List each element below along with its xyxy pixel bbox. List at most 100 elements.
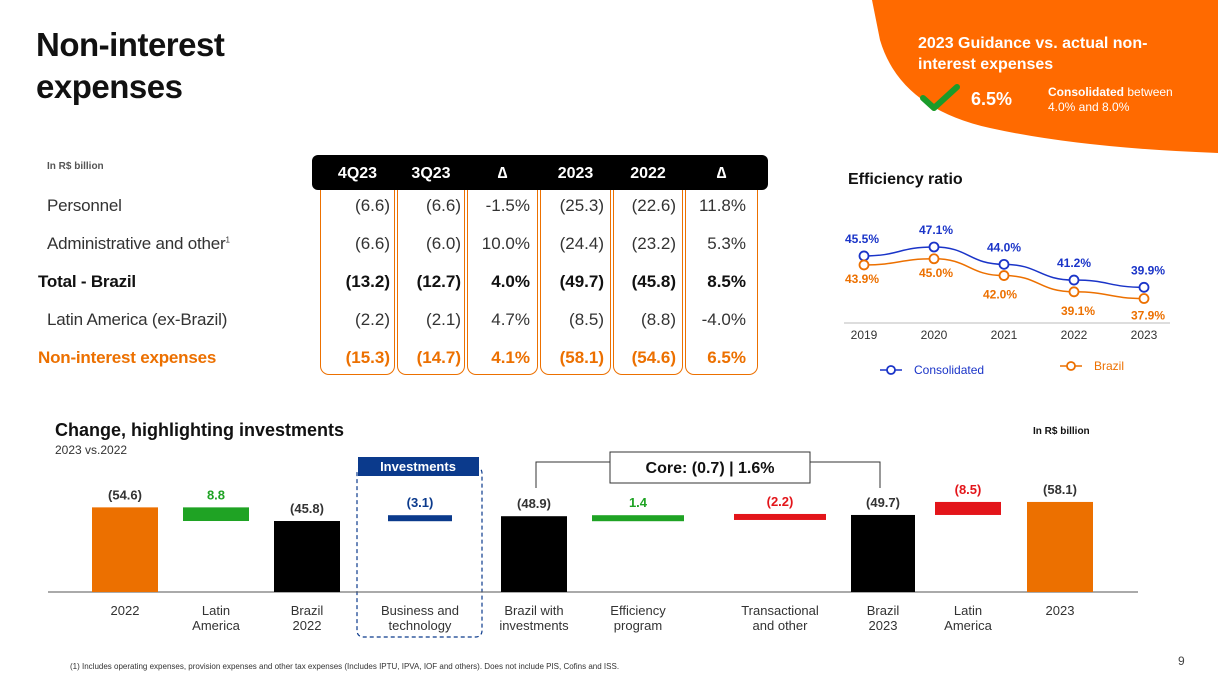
table-cell: (54.6) (631, 348, 676, 367)
table-header: 4Q23 3Q23 ∆ 2023 2022 ∆ (312, 155, 768, 190)
waterfall-tick-line: 2023 (869, 618, 898, 633)
waterfall-tick-line: Brazil (291, 603, 324, 618)
efficiency-data-label: 43.9% (845, 272, 879, 286)
waterfall-tick-label: Brazil with investments (499, 603, 569, 633)
efficiency-chart: 45.5% 47.1% 44.0% 41.2% 39.9% 43.9% 45.0% 42.0%… (844, 223, 1170, 377)
core-bracket (535, 461, 881, 488)
waterfall-data-label: (3.1) (407, 495, 434, 510)
legend-brazil-marker (1066, 361, 1076, 371)
efficiency-point (858, 250, 870, 262)
legend-brazil-text: Brazil (1094, 359, 1124, 373)
header-4q23: 4Q23 (337, 165, 378, 182)
waterfall-title: Change, highlighting investments (55, 420, 345, 440)
waterfall-tick-line: technology (389, 618, 452, 633)
efficiency-tick-label: 2023 (1131, 328, 1158, 342)
waterfall-tick-line: Transactional (741, 603, 819, 618)
table-cell: (24.4) (559, 234, 604, 253)
row-label-text: Personnel (47, 196, 122, 215)
table-unit-label: In R$ billion (47, 161, 104, 172)
row-label-text: Administrative and other (47, 234, 226, 253)
efficiency-tick-label: 2020 (921, 328, 948, 342)
efficiency-title: Efficiency ratio (848, 171, 963, 188)
efficiency-data-label: 42.0% (983, 288, 1017, 302)
efficiency-point (998, 258, 1010, 270)
waterfall-bar (1027, 501, 1093, 592)
table-cell: (8.8) (641, 310, 676, 329)
waterfall-tick-line: Brazil (867, 603, 900, 618)
waterfall-bar (851, 514, 915, 592)
column-box-2023 (540, 186, 611, 375)
efficiency-point (928, 241, 940, 253)
waterfall-tick-label: 2022 (111, 603, 140, 618)
column-box-delta-y (685, 186, 758, 375)
waterfall-bar (501, 516, 567, 592)
table-cell: (6.6) (355, 196, 390, 215)
table-cell: (49.7) (559, 272, 604, 291)
waterfall-bar (274, 521, 340, 592)
efficiency-point (858, 259, 870, 271)
waterfall-tick-line: 2022 (293, 618, 322, 633)
row-label-text: Non-interest expenses (38, 348, 217, 367)
table-cell: (6.0) (426, 234, 461, 253)
waterfall-data-label: 1.4 (629, 495, 648, 510)
row-label-text: Latin America (ex-Brazil) (47, 310, 228, 329)
waterfall-data-label: (58.1) (1043, 482, 1077, 497)
efficiency-data-label: 41.2% (1057, 256, 1091, 270)
guidance-title: 2023 Guidance vs. actual non-interest ex… (918, 35, 1148, 73)
waterfall-tick-line: program (614, 618, 662, 633)
efficiency-data-label: 44.0% (987, 240, 1021, 254)
guidance-note: Consolidated between 4.0% and 8.0% (1048, 85, 1198, 115)
efficiency-tick-label: 2019 (851, 328, 878, 342)
column-box-delta-q (467, 186, 538, 375)
table-cell: (45.8) (631, 272, 676, 291)
table-cell: (2.1) (426, 310, 461, 329)
row-label: Administrative and other1 (47, 234, 230, 254)
column-box-4q23 (320, 186, 395, 375)
table-cell: (14.7) (416, 348, 461, 367)
row-label: Latin America (ex-Brazil) (47, 310, 227, 330)
table-cell: (22.6) (631, 196, 676, 215)
guidance-value: 6.5% (971, 89, 1013, 109)
waterfall-tick-line: Efficiency (610, 603, 666, 618)
waterfall-tick-label: Latin America (192, 603, 240, 633)
header-2022: 2022 (630, 165, 666, 182)
table-cell: (12.7) (416, 272, 461, 291)
efficiency-data-label: 39.9% (1131, 263, 1165, 277)
waterfall-tick-line: 2023 (1046, 603, 1075, 618)
waterfall-subtitle: 2023 vs.2022 (55, 443, 128, 457)
investments-tag (358, 457, 479, 476)
legend-consolidated-marker (886, 365, 896, 375)
waterfall-data-label: (45.8) (290, 501, 324, 516)
waterfall-tick-label: 2023 (1046, 603, 1075, 618)
waterfall-tick-label: Brazil 2023 (867, 603, 900, 633)
table-cell: (25.3) (559, 196, 604, 215)
waterfall-bar (592, 515, 684, 522)
efficiency-point (1138, 281, 1150, 293)
table-cell: 4.1% (491, 348, 530, 367)
waterfall-bar (734, 513, 826, 520)
waterfall-tick-line: Business and (381, 603, 459, 618)
efficiency-point (1068, 286, 1080, 298)
efficiency-tick-label: 2021 (991, 328, 1018, 342)
table-cell: -1.5% (485, 196, 530, 215)
checkmark-icon (920, 84, 960, 111)
waterfall-tick-line: Latin (202, 603, 230, 618)
header-3q23: 3Q23 (411, 165, 451, 182)
waterfall-bar (935, 501, 1001, 515)
waterfall-tick-label: Efficiency program (610, 603, 666, 633)
table-cell: 4.0% (491, 272, 530, 291)
waterfall-tick-line: America (944, 618, 992, 633)
row-label: Total - Brazil (38, 272, 136, 292)
efficiency-tick-label: 2022 (1061, 328, 1088, 342)
guidance-note-rest: between 4.0% and 8.0% (1048, 85, 1173, 114)
table-cell: 11.8% (699, 196, 746, 215)
waterfall-data-label: 8.8 (207, 487, 225, 502)
footnote: (1) Includes operating expenses, provisi… (70, 662, 620, 671)
row-label: Personnel (47, 196, 122, 216)
waterfall-tick-label: Transactional and other (741, 603, 819, 633)
waterfall-tick-line: Latin (954, 603, 982, 618)
waterfall-tick-line: America (192, 618, 240, 633)
waterfall-bar (92, 507, 158, 592)
efficiency-data-label: 39.1% (1061, 304, 1095, 318)
waterfall-tick-label: Latin America (944, 603, 992, 633)
